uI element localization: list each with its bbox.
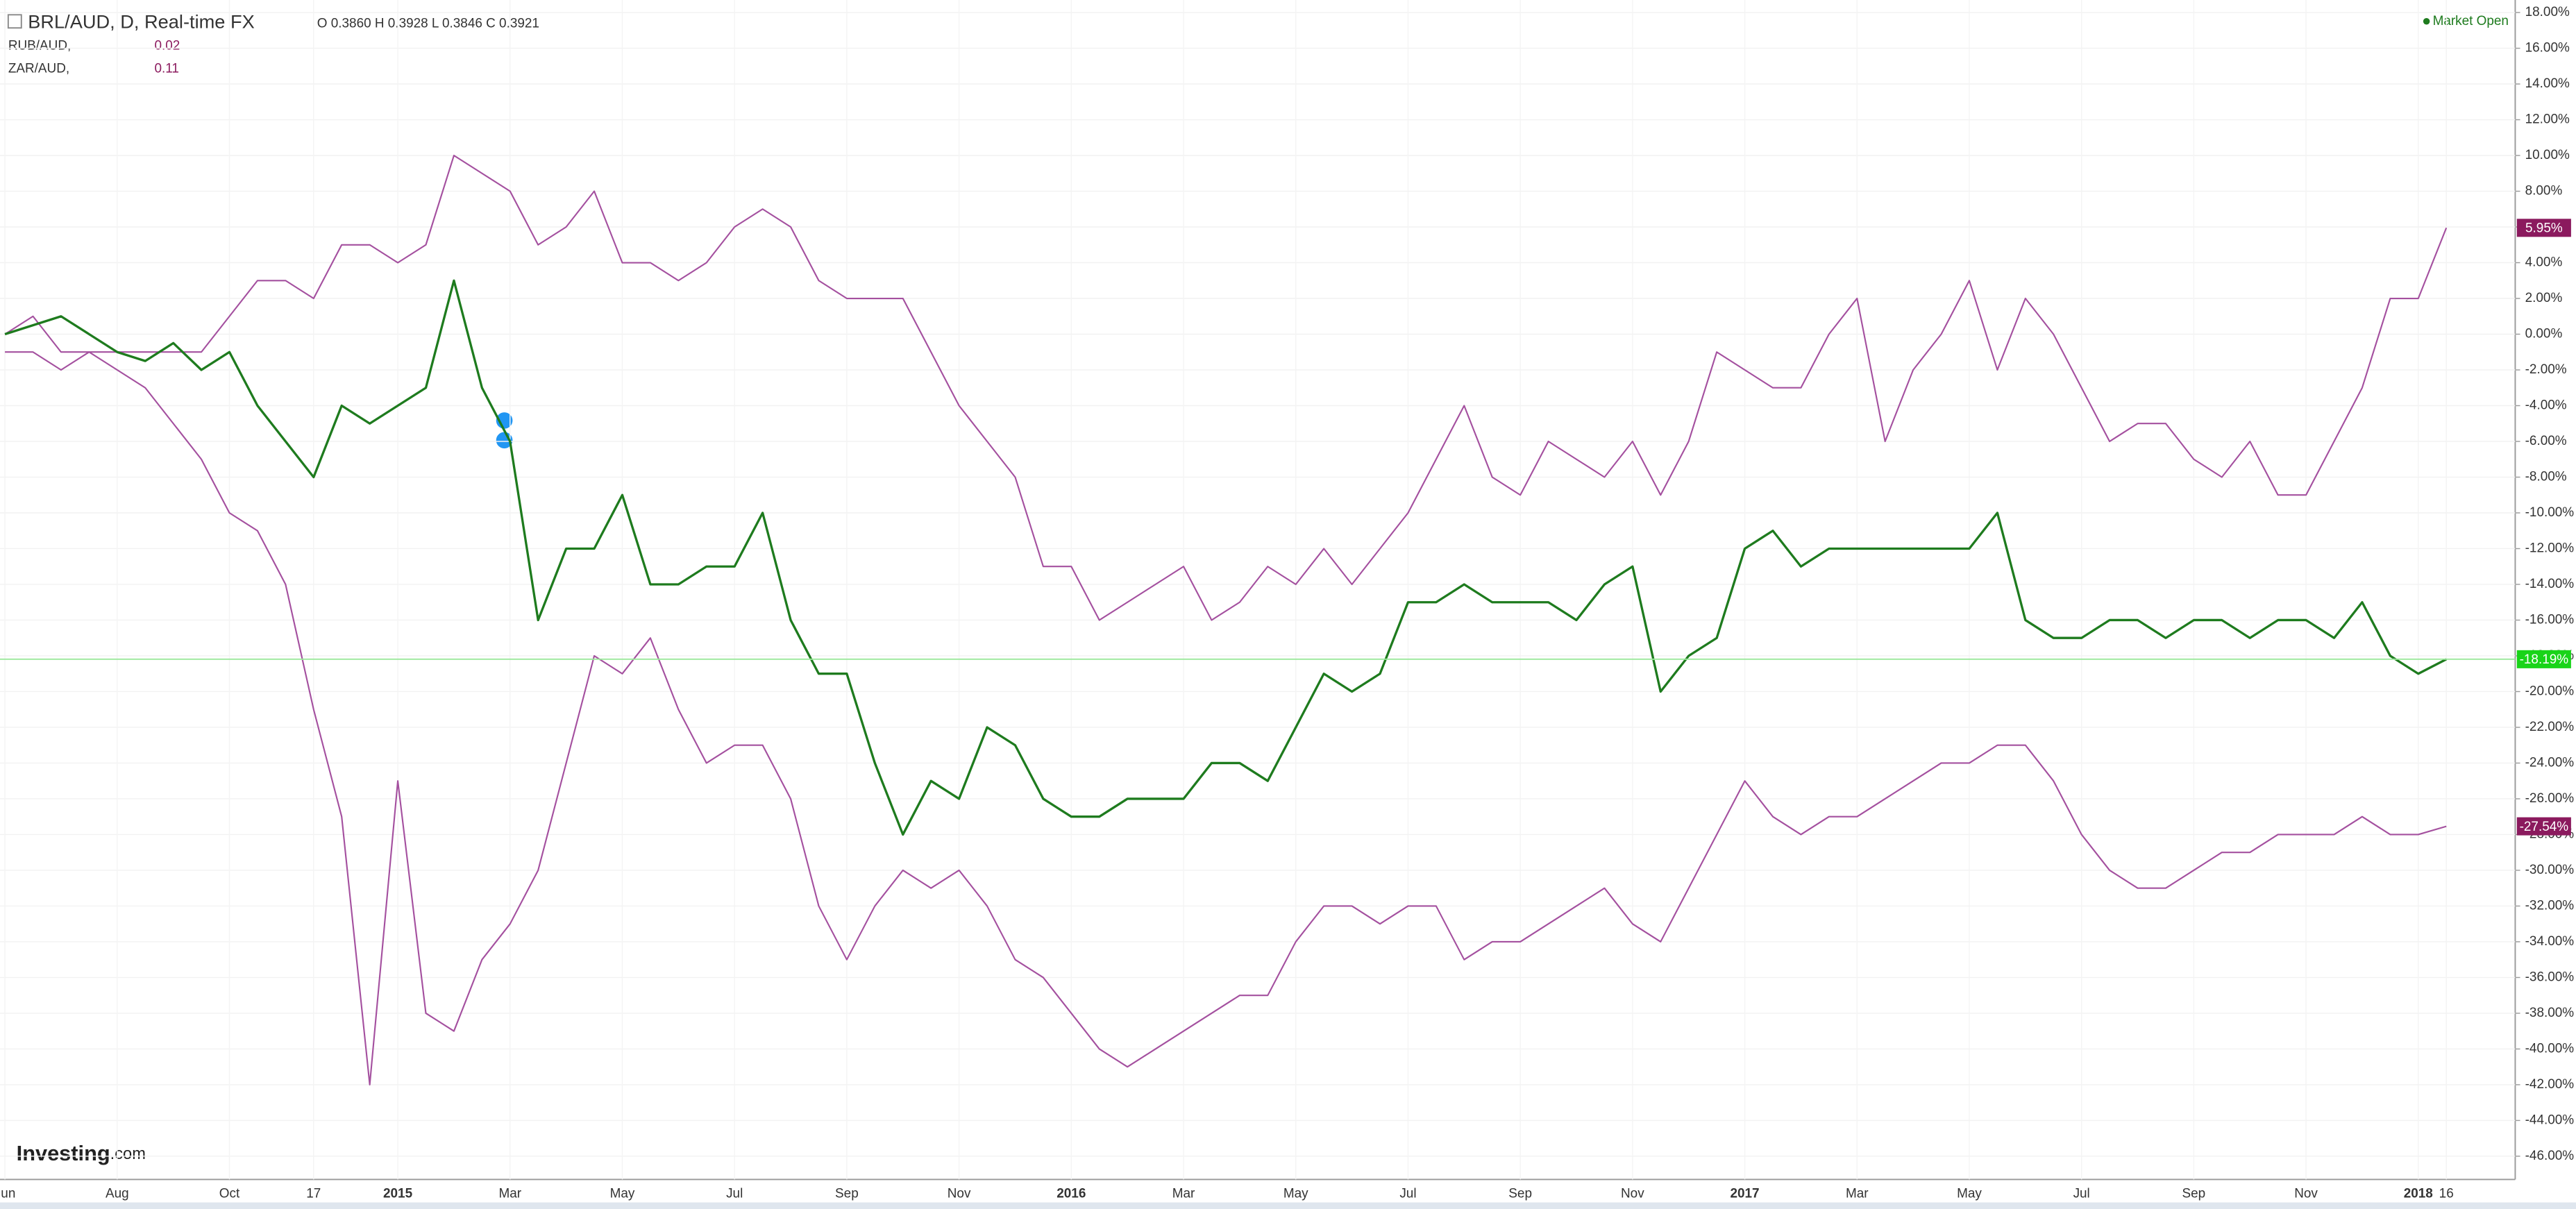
x-tick-label: Jul xyxy=(1399,1187,1416,1201)
x-tick-label: Nov xyxy=(2294,1187,2318,1201)
chart-title: BRL/AUD, D, Real-time FX xyxy=(28,10,255,32)
y-tick-label: 4.00% xyxy=(2525,255,2563,270)
y-tick-label: -22.00% xyxy=(2525,720,2575,734)
x-tick-label: Mar xyxy=(1172,1187,1195,1201)
y-tick-label: 18.00% xyxy=(2525,5,2570,19)
y-tick-label: -10.00% xyxy=(2525,505,2575,520)
x-tick-label: Mar xyxy=(498,1187,521,1201)
y-tick-label: -46.00% xyxy=(2525,1149,2575,1163)
x-tick-label: 2017 xyxy=(1731,1187,1760,1201)
y-tick-label: -6.00% xyxy=(2525,434,2567,448)
y-tick-label: -4.00% xyxy=(2525,398,2567,412)
y-tick-label: -8.00% xyxy=(2525,469,2567,484)
status-dot xyxy=(2423,18,2430,25)
x-tick-label: 2016 xyxy=(1057,1187,1086,1201)
y-tick-label: 16.00% xyxy=(2525,41,2570,56)
y-tick-label: 10.00% xyxy=(2525,148,2570,162)
y-tick-label: -26.00% xyxy=(2525,791,2575,806)
grid xyxy=(0,0,2516,1180)
x-tick-label: Sep xyxy=(1508,1187,1532,1201)
x-tick-label: Jun xyxy=(0,1187,15,1201)
series-line xyxy=(4,154,2448,621)
x-tick-label: May xyxy=(610,1187,635,1201)
y-tick-label: -36.00% xyxy=(2525,970,2575,984)
y-tick-label: -32.00% xyxy=(2525,898,2575,913)
y-tick-label: -34.00% xyxy=(2525,934,2575,949)
watermark-brand: Investing xyxy=(17,1141,110,1165)
x-tick-label: Oct xyxy=(219,1187,240,1201)
y-tick-label: 0.00% xyxy=(2525,326,2563,341)
legend-value: 0.02 xyxy=(154,38,180,53)
y-tick-label: -42.00% xyxy=(2525,1077,2575,1092)
x-tick-label: 2018 xyxy=(2404,1187,2433,1201)
last-value-box xyxy=(2516,650,2571,668)
watermark-suffix: .com xyxy=(110,1145,146,1163)
x-tick-label: Jul xyxy=(2073,1187,2090,1201)
y-tick-label: -38.00% xyxy=(2525,1006,2575,1020)
last-value-box xyxy=(2516,817,2571,836)
last-value-label: -27.54% xyxy=(2520,820,2569,834)
x-tick-label: May xyxy=(1283,1187,1308,1201)
x-tick-label: Sep xyxy=(835,1187,859,1201)
y-tick-label: -14.00% xyxy=(2525,577,2575,591)
y-tick-label: -44.00% xyxy=(2525,1113,2575,1127)
x-tick-label: 2015 xyxy=(383,1187,412,1201)
x-tick-label: 16 xyxy=(2439,1187,2454,1201)
last-value-label: 5.95% xyxy=(2525,221,2563,235)
y-tick-label: 2.00% xyxy=(2525,291,2563,305)
legend-name: RUB/AUD, xyxy=(8,38,71,53)
y-tick-label: 14.00% xyxy=(2525,76,2570,91)
market-status: Market Open xyxy=(2433,14,2509,28)
x-tick-label: Sep xyxy=(2182,1187,2206,1201)
bottom-bar xyxy=(0,1202,2576,1209)
legend-name: ZAR/AUD, xyxy=(8,61,69,76)
x-tick-label: Nov xyxy=(1621,1187,1644,1201)
y-tick-label: -20.00% xyxy=(2525,684,2575,698)
legend-value: 0.11 xyxy=(154,61,178,76)
y-tick-label: 12.00% xyxy=(2525,112,2570,127)
y-tick-label: -24.00% xyxy=(2525,755,2575,770)
last-value-box xyxy=(2516,219,2571,237)
x-tick-label: Jul xyxy=(726,1187,743,1201)
collapse-icon[interactable] xyxy=(7,14,22,29)
x-tick-label: Nov xyxy=(948,1187,971,1201)
x-tick-label: Mar xyxy=(1846,1187,1869,1201)
y-tick-label: -30.00% xyxy=(2525,863,2575,877)
x-tick-label: Aug xyxy=(106,1187,129,1201)
series-line xyxy=(4,279,2447,836)
x-tick-label: May xyxy=(1957,1187,1982,1201)
series-line xyxy=(5,351,2447,1085)
y-tick-label: -2.00% xyxy=(2525,362,2567,377)
y-tick-label: 8.00% xyxy=(2525,184,2563,198)
ohlc-values: O 0.3860 H 0.3928 L 0.3846 C 0.3921 xyxy=(317,16,539,31)
x-tick-label: 17 xyxy=(306,1187,321,1201)
last-value-label: -18.19% xyxy=(2520,652,2569,667)
watermark: Investing.com xyxy=(17,1141,146,1165)
y-tick-label: -12.00% xyxy=(2525,541,2575,555)
y-tick-label: -16.00% xyxy=(2525,612,2575,627)
y-tick-label: -40.00% xyxy=(2525,1041,2575,1056)
